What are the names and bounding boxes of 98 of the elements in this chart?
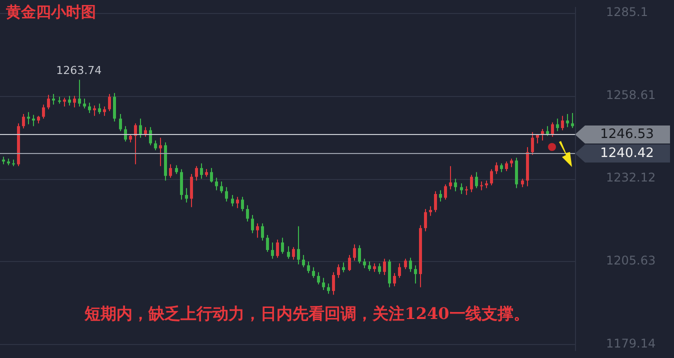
candlestick [342, 262, 345, 273]
candlestick [271, 242, 274, 260]
candlestick [241, 196, 244, 212]
annotation: 短期内，缺乏上行动力，日内先看回调，关注1240一线支撑。 [84, 304, 530, 325]
candlestick [307, 261, 310, 274]
candlestick [159, 137, 162, 167]
y-tick-label: 1258.61 [606, 88, 656, 102]
candlestick [154, 140, 157, 151]
candlestick [22, 113, 25, 129]
candlestick [465, 186, 468, 196]
candlestick [393, 272, 396, 287]
candlestick [266, 234, 269, 252]
candlestick [337, 264, 340, 278]
candlestick [98, 103, 101, 114]
candlestick [363, 258, 366, 269]
candlestick [78, 79, 81, 107]
candlestick [88, 102, 91, 114]
candlestick [515, 157, 518, 189]
candlestick [292, 246, 295, 260]
candlestick [134, 122, 137, 165]
candlestick [200, 162, 203, 180]
candlestick [378, 262, 381, 275]
candlestick [404, 258, 407, 270]
candlestick [83, 98, 86, 109]
candlestick [119, 113, 122, 132]
annotation: 1263.74 [56, 64, 102, 78]
candlestick [302, 254, 305, 268]
candlestick [169, 164, 172, 178]
candlestick [68, 95, 71, 106]
candlestick [429, 206, 432, 216]
candlestick [225, 186, 228, 202]
candlestick [353, 244, 356, 262]
candlestick [439, 190, 442, 202]
candlestick [52, 93, 55, 106]
candlestick [388, 259, 391, 288]
candlestick [475, 172, 478, 189]
candlestick [210, 168, 213, 183]
candlestick [47, 94, 50, 110]
candlestick [180, 168, 183, 200]
candlestick [113, 92, 116, 122]
candlestick [190, 173, 193, 208]
candlestick [551, 122, 554, 138]
candlestick [409, 257, 412, 272]
candlestick [185, 188, 188, 203]
candlestick [42, 104, 45, 120]
ref-line-label: 1240.42 [600, 146, 654, 161]
candlestick [358, 244, 361, 264]
candlestick [566, 113, 569, 128]
ref-line-label: 1246.53 [600, 126, 654, 142]
candlestick [312, 266, 315, 278]
candlestick [236, 196, 239, 209]
candlestick [220, 181, 223, 194]
candlestick [332, 272, 335, 296]
candlestick [32, 114, 35, 127]
candlestick [460, 182, 463, 195]
candlestick [561, 115, 564, 131]
candlestick [434, 190, 437, 213]
candlestick [424, 208, 427, 232]
candlestick [276, 239, 279, 258]
candlestick [383, 258, 386, 276]
candlestick [322, 277, 325, 291]
candlestick [444, 184, 447, 200]
candlestick [195, 166, 198, 182]
y-tick-label: 1232.12 [606, 170, 656, 185]
candlestick [73, 95, 76, 108]
y-tick-label: 1205.63 [606, 254, 656, 268]
candlestick [256, 222, 259, 238]
candlestick [327, 282, 330, 294]
candlestick [556, 118, 559, 132]
candlestick [251, 214, 254, 234]
y-tick-label: 1179.14 [606, 336, 656, 350]
candlestick [287, 246, 290, 260]
candlestick [470, 174, 473, 193]
candlestick [490, 168, 493, 186]
candlestick [144, 126, 147, 138]
candlestick [368, 261, 371, 272]
candlestick [414, 264, 417, 284]
candlestick [149, 126, 152, 146]
candlestick [246, 204, 249, 222]
chart-title: 黄金四小时图 [6, 3, 96, 22]
candlestick [449, 166, 452, 190]
candlestick [546, 126, 549, 136]
candlestick [231, 194, 234, 207]
candlestick [531, 132, 534, 156]
candlestick [495, 162, 498, 174]
candlestick [348, 254, 351, 272]
candlestick [505, 160, 508, 172]
y-tick-label: 1285.1 [606, 5, 648, 20]
candlestick [317, 272, 320, 285]
candlestick [297, 226, 300, 265]
candlestick [281, 237, 284, 254]
candlestick [108, 93, 111, 112]
candlestick [139, 118, 142, 138]
candlestick [454, 178, 457, 192]
candlestick [480, 181, 483, 191]
candlestick [261, 222, 264, 242]
candlestick [215, 177, 218, 191]
candlestick [398, 262, 401, 278]
